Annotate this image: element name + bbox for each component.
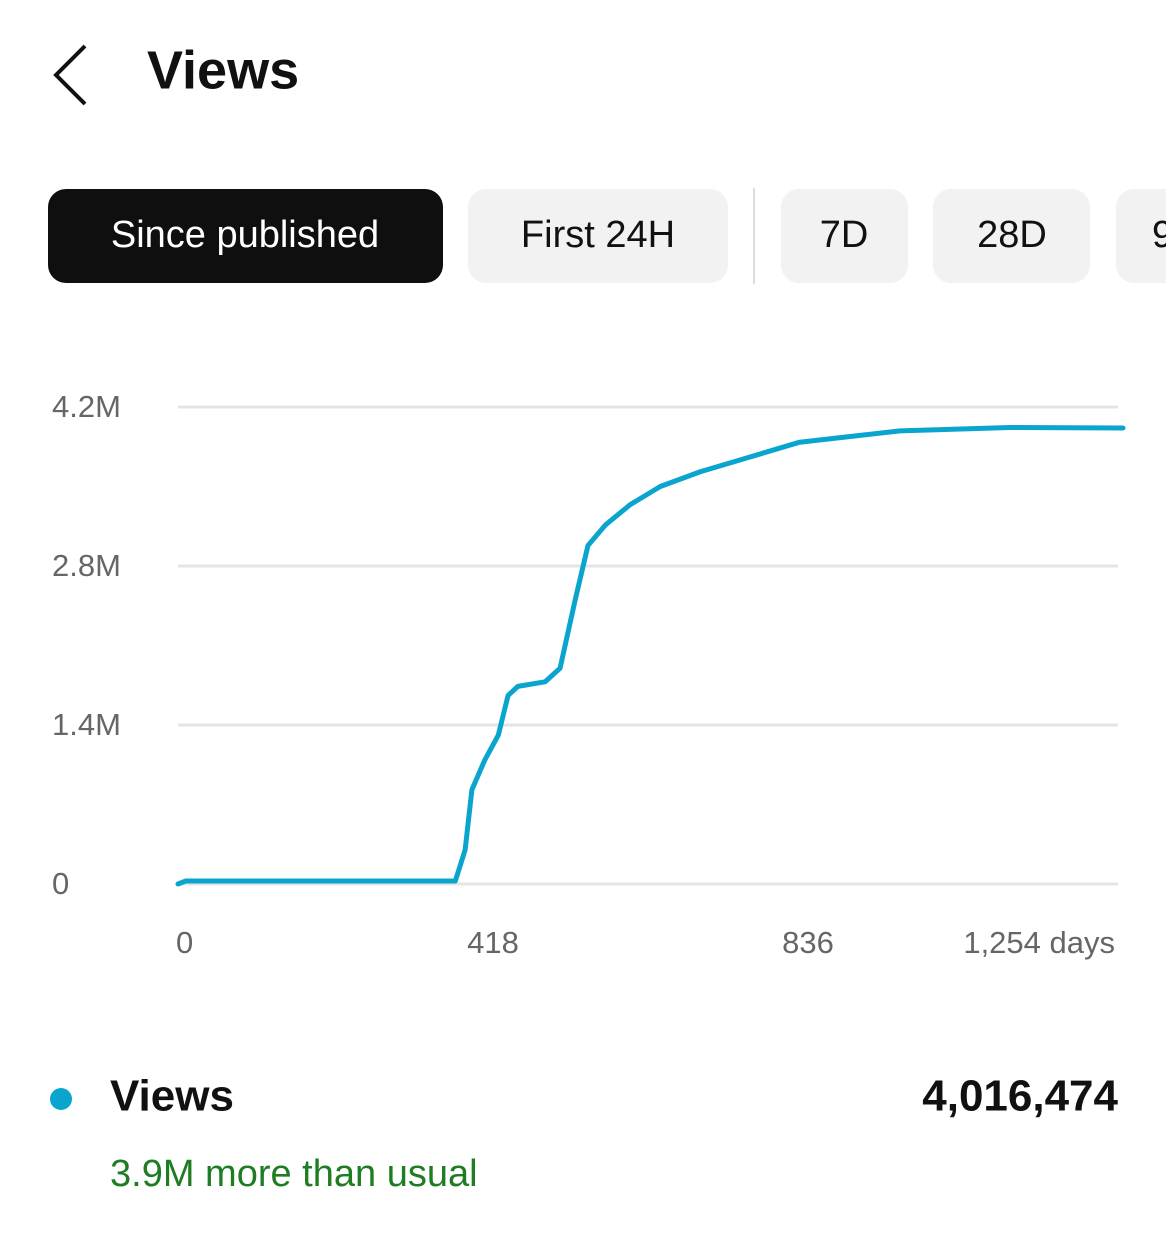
tab[interactable]: [48, 189, 443, 283]
y-tick-label: 4.2M: [52, 389, 121, 424]
chart: 0 1.4M 2.8M 4.2M 0 418 836 1,254 days: [52, 389, 1126, 960]
y-tick-label: 0: [52, 866, 69, 901]
tab[interactable]: [1116, 189, 1166, 283]
x-tick-label: 1,254 days: [963, 925, 1115, 960]
y-tick-label: 2.8M: [52, 548, 121, 583]
tab-label[interactable]: Since published: [111, 214, 379, 256]
x-tick-label: 0: [176, 925, 193, 960]
legend-marker: [50, 1088, 72, 1110]
y-tick-label: 1.4M: [52, 707, 121, 742]
line-series: [175, 424, 1126, 887]
tab[interactable]: [933, 189, 1090, 283]
total-views: 4,016,474: [922, 1072, 1118, 1121]
legend-label: Views: [110, 1072, 234, 1121]
tab[interactable]: [468, 189, 728, 283]
tab-label[interactable]: 28D: [977, 214, 1047, 256]
tab-label[interactable]: First 24H: [521, 214, 675, 256]
x-tick-label: 418: [467, 925, 519, 960]
x-tick-label: 836: [782, 925, 834, 960]
back-button[interactable]: [53, 44, 87, 106]
tab[interactable]: [781, 189, 908, 283]
tab-label[interactable]: 7D: [820, 214, 869, 256]
tab-label[interactable]: 9: [1152, 214, 1166, 256]
comparison-note: 3.9M more than usual: [110, 1153, 478, 1195]
page-title: Views: [147, 40, 299, 100]
